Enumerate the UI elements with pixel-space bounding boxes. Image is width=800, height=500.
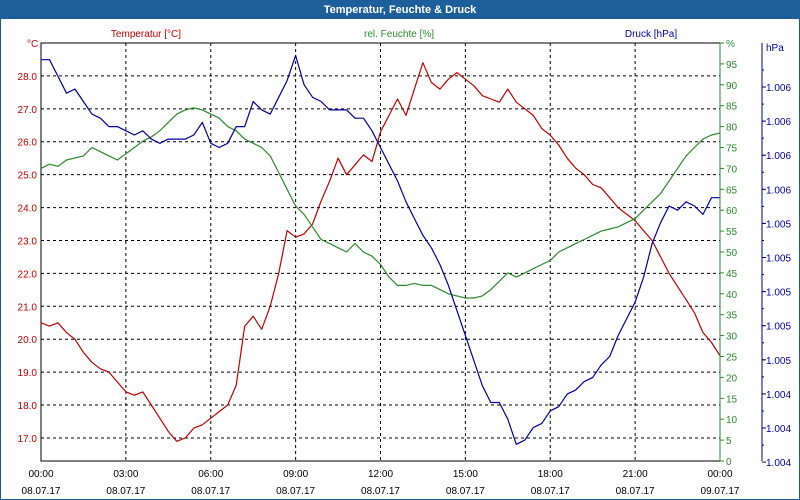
x-tick-date: 08.07.17 [106, 486, 145, 497]
x-tick-date: 08.07.17 [22, 486, 61, 497]
humidity-line [40, 107, 721, 299]
temp-tick-label: 21.0 [18, 302, 38, 313]
x-tick-date: 09.07.17 [701, 486, 740, 497]
x-tick-time: 21:00 [623, 469, 648, 480]
pressure-tick-label: 1.006 [766, 117, 791, 128]
x-tick-time: 12:00 [368, 469, 393, 480]
temperature-line [40, 62, 721, 442]
humidity-tick-label: 80 [726, 123, 738, 134]
chart-axes: 00:00 08.07.17 03:00 08.07.17 06:00 08.07.17 0… [18, 29, 792, 497]
x-tick-date: 08.07.17 [276, 486, 315, 497]
temp-series-title: Temperatur [°C] [111, 29, 181, 40]
chart-grid [40, 42, 721, 462]
x-tick-time: 00:00 [707, 469, 732, 480]
temp-tick-label: 24.0 [18, 204, 38, 215]
x-tick-time: 09:00 [283, 469, 308, 480]
pressure-unit-label: hPa [766, 43, 784, 54]
x-tick-date: 08.07.17 [531, 486, 570, 497]
chart-series-group [40, 54, 721, 445]
humidity-tick-label: 50 [726, 248, 738, 259]
pressure-tick-label: 1.004 [766, 390, 791, 401]
temp-tick-label: 25.0 [18, 171, 38, 182]
x-tick-time: 00:00 [28, 469, 53, 480]
humidity-tick-label: 45 [726, 269, 738, 280]
pressure-tick-label: 1.004 [766, 424, 791, 435]
x-tick-date: 08.07.17 [361, 486, 400, 497]
pressure-tick-label: 1.005 [766, 288, 791, 299]
humidity-tick-label: 60 [726, 206, 738, 217]
temp-tick-label: 23.0 [18, 236, 38, 247]
chart-svg: 00:00 08.07.17 03:00 08.07.17 06:00 08.07.17 0… [18, 29, 792, 497]
pressure-tick-label: 1.005 [766, 254, 791, 265]
x-tick-time: 15:00 [453, 469, 478, 480]
pressure-tick-label: 1.004 [766, 458, 791, 469]
temp-tick-label: 28.0 [18, 72, 38, 83]
x-tick-date: 08.07.17 [616, 486, 655, 497]
x-tick-time: 18:00 [538, 469, 563, 480]
humidity-tick-label: 75 [726, 144, 738, 155]
temp-tick-label: 26.0 [18, 138, 38, 149]
x-tick-date: 08.07.17 [191, 486, 230, 497]
temp-tick-label: 27.0 [18, 105, 38, 116]
humidity-tick-label: 30 [726, 332, 738, 343]
humidity-tick-label: 15 [726, 394, 738, 405]
pressure-tick-label: 1.005 [766, 356, 791, 367]
humidity-tick-label: 5 [726, 436, 732, 447]
humidity-tick-label: 35 [726, 311, 738, 322]
humidity-tick-label: 10 [726, 415, 738, 426]
temp-tick-label: 19.0 [18, 368, 38, 379]
humidity-tick-label: % [726, 39, 735, 50]
temp-tick-label: 22.0 [18, 269, 38, 280]
humidity-tick-label: 0 [726, 457, 732, 468]
pressure-tick-label: 1.006 [766, 151, 791, 162]
pressure-tick-label: 1.006 [766, 83, 791, 94]
humidity-tick-label: 25 [726, 353, 738, 364]
humidity-tick-label: 65 [726, 185, 738, 196]
pressure-tick-label: 1.006 [766, 185, 791, 196]
x-tick-time: 03:00 [113, 469, 138, 480]
humidity-tick-label: 70 [726, 164, 738, 175]
pressure-tick-label: 1.005 [766, 322, 791, 333]
humidity-tick-label: 40 [726, 290, 738, 301]
window-title: Temperatur, Feuchte & Druck [1, 1, 799, 19]
humidity-tick-label: 20 [726, 373, 738, 384]
x-tick-date: 08.07.17 [446, 486, 485, 497]
pressure-tick-label: 1.005 [766, 219, 791, 230]
x-tick-time: 06:00 [198, 469, 223, 480]
temp-tick-label: 18.0 [18, 401, 38, 412]
humidity-tick-label: 95 [726, 60, 738, 71]
temp-tick-label: 20.0 [18, 335, 38, 346]
humidity-tick-label: 85 [726, 102, 738, 113]
temp-unit-label: °C [27, 39, 38, 50]
temp-tick-label: 17.0 [18, 434, 38, 445]
humidity-tick-label: 90 [726, 81, 738, 92]
humidity-tick-label: 55 [726, 227, 738, 238]
humidity-series-title: rel. Feuchte [%] [364, 29, 434, 40]
pressure-series-title: Druck [hPa] [625, 29, 677, 40]
pressure-line [41, 54, 720, 445]
